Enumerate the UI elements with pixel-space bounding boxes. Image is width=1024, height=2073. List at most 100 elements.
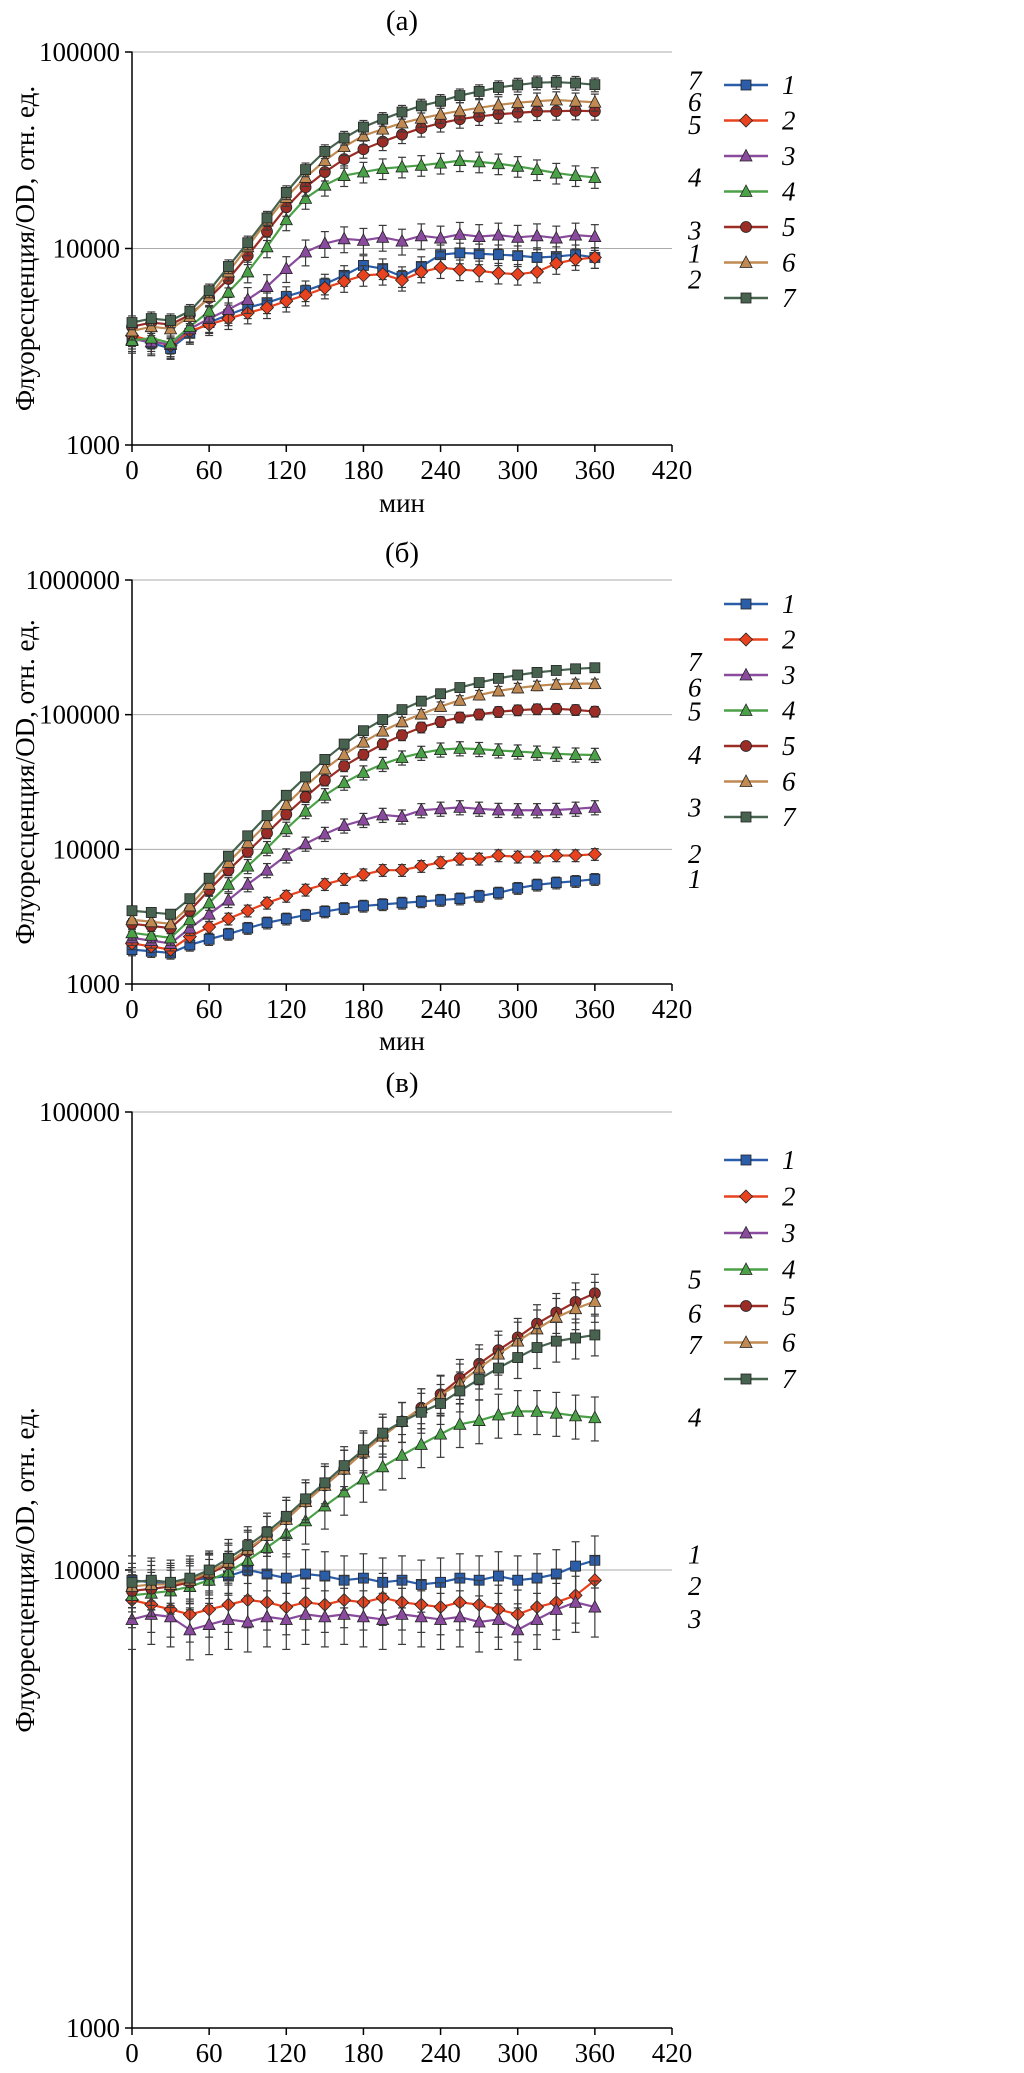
series-end-label: 5 bbox=[688, 1264, 702, 1294]
series-end-label: 3 bbox=[687, 216, 702, 246]
x-tick-label: 60 bbox=[196, 994, 223, 1024]
x-tick-label: 180 bbox=[343, 455, 384, 485]
y-axis-label: Флуоресценция/OD, отн. ед. bbox=[10, 1407, 40, 1732]
chart-panel-v: 1000 10000 100000 0 60 120 180 240 300 360 420 (в) Ф… bbox=[10, 1067, 797, 2068]
x-tick-label: 120 bbox=[266, 2038, 307, 2068]
series-end-label: 4 bbox=[688, 740, 702, 770]
legend-label: 3 bbox=[781, 660, 796, 690]
legend: 1 2 3 4 5 6 7 bbox=[724, 589, 797, 832]
y-tick-label: 100000 bbox=[39, 700, 120, 730]
legend-label: 7 bbox=[782, 283, 797, 313]
series-7 bbox=[126, 75, 601, 331]
x-tick-label: 0 bbox=[125, 455, 139, 485]
y-tick-label: 1000 bbox=[66, 969, 120, 999]
series-end-label: 2 bbox=[688, 839, 702, 869]
legend-label: 5 bbox=[782, 212, 796, 242]
y-tick-label: 1000 bbox=[66, 2013, 120, 2043]
legend-label: 5 bbox=[782, 731, 796, 761]
x-tick-label: 300 bbox=[497, 2038, 538, 2068]
series-end-label: 4 bbox=[688, 1403, 702, 1433]
series-3 bbox=[125, 221, 602, 359]
series-end-label: 3 bbox=[687, 792, 702, 822]
legend-label: 7 bbox=[782, 802, 797, 832]
x-tick-label: 240 bbox=[420, 455, 461, 485]
legend-label: 4 bbox=[782, 696, 796, 726]
series-end-label: 6 bbox=[688, 673, 702, 703]
x-tick-label: 120 bbox=[266, 994, 307, 1024]
series-end-label: 6 bbox=[688, 1298, 702, 1328]
x-tick-label: 420 bbox=[652, 455, 693, 485]
y-tick-label: 10000 bbox=[53, 834, 121, 864]
legend: 1 2 3 4 5 6 7 bbox=[724, 70, 797, 313]
y-axis-label: Флуоресценция/OD, отн. ед. bbox=[10, 619, 40, 944]
x-tick-label: 420 bbox=[652, 2038, 693, 2068]
x-tick-label: 300 bbox=[497, 994, 538, 1024]
x-tick-label: 120 bbox=[266, 455, 307, 485]
series-end-label: 7 bbox=[688, 66, 703, 96]
x-axis-label: мин bbox=[379, 1026, 425, 1056]
series-end-label: 7 bbox=[688, 647, 703, 677]
series-end-label: 1 bbox=[688, 864, 702, 894]
series-end-label: 5 bbox=[688, 697, 702, 727]
series-end-label: 5 bbox=[688, 110, 702, 140]
y-tick-label: 10000 bbox=[53, 1555, 121, 1585]
series-end-label: 7 bbox=[688, 1330, 703, 1360]
chart-panel-b: 1000 10000 100000 1000000 0 60 120 180 240 300 360… bbox=[10, 537, 797, 1056]
x-tick-label: 240 bbox=[420, 994, 461, 1024]
chart-title: (в) bbox=[385, 1067, 418, 1099]
legend-label: 1 bbox=[782, 70, 796, 100]
series-end-label: 2 bbox=[688, 264, 702, 294]
x-tick-label: 360 bbox=[575, 455, 616, 485]
legend-label: 1 bbox=[782, 589, 796, 619]
series-6 bbox=[125, 676, 602, 930]
legend-label: 1 bbox=[782, 1145, 796, 1175]
y-tick-label: 100000 bbox=[39, 1097, 120, 1127]
series-4 bbox=[125, 741, 602, 946]
legend: 1 2 3 4 5 6 7 bbox=[724, 1145, 797, 1394]
chart-title: (б) bbox=[385, 537, 419, 569]
y-tick-label: 1000000 bbox=[26, 565, 121, 595]
series-line bbox=[131, 878, 595, 955]
y-tick-label: 100000 bbox=[39, 37, 120, 67]
chart-panel-a: 1000 10000 100000 0 60 120 180 240 300 360 420 (а) Ф… bbox=[10, 5, 797, 518]
y-tick-label: 10000 bbox=[53, 234, 121, 264]
legend-label: 3 bbox=[781, 1218, 796, 1248]
series-end-label: 1 bbox=[688, 238, 702, 268]
x-tick-label: 360 bbox=[575, 994, 616, 1024]
series-4 bbox=[125, 150, 602, 355]
x-tick-label: 0 bbox=[125, 994, 139, 1024]
x-tick-label: 180 bbox=[343, 2038, 384, 2068]
legend-label: 6 bbox=[782, 248, 796, 278]
x-tick-label: 60 bbox=[196, 455, 223, 485]
series-3 bbox=[125, 1575, 602, 1661]
y-tick-label: 1000 bbox=[66, 430, 120, 460]
x-tick-label: 0 bbox=[125, 2038, 139, 2068]
series-end-label: 1 bbox=[688, 1539, 702, 1569]
series-7 bbox=[126, 1315, 601, 1604]
legend-label: 2 bbox=[782, 106, 796, 136]
y-axis-label: Флуоресценция/OD, отн. ед. bbox=[10, 86, 40, 411]
legend-label: 4 bbox=[782, 1255, 796, 1285]
legend-label: 2 bbox=[782, 1182, 796, 1212]
series-5 bbox=[126, 702, 601, 935]
x-tick-label: 240 bbox=[420, 2038, 461, 2068]
x-tick-label: 60 bbox=[196, 2038, 223, 2068]
series-end-label: 2 bbox=[688, 1571, 702, 1601]
x-tick-label: 420 bbox=[652, 994, 693, 1024]
legend-label: 3 bbox=[781, 141, 796, 171]
series-end-label: 6 bbox=[688, 87, 702, 117]
legend-label: 4 bbox=[782, 177, 796, 207]
x-axis-label: мин bbox=[379, 488, 425, 518]
legend-label: 6 bbox=[782, 1328, 796, 1358]
series-end-label: 3 bbox=[687, 1604, 702, 1634]
series-end-label: 4 bbox=[688, 162, 702, 192]
legend-label: 2 bbox=[782, 625, 796, 655]
series-7 bbox=[126, 662, 601, 920]
x-tick-label: 300 bbox=[497, 455, 538, 485]
legend-label: 7 bbox=[782, 1364, 797, 1394]
x-tick-label: 180 bbox=[343, 994, 384, 1024]
x-tick-label: 360 bbox=[575, 2038, 616, 2068]
chart-title: (а) bbox=[386, 5, 418, 37]
series-1 bbox=[126, 873, 601, 960]
